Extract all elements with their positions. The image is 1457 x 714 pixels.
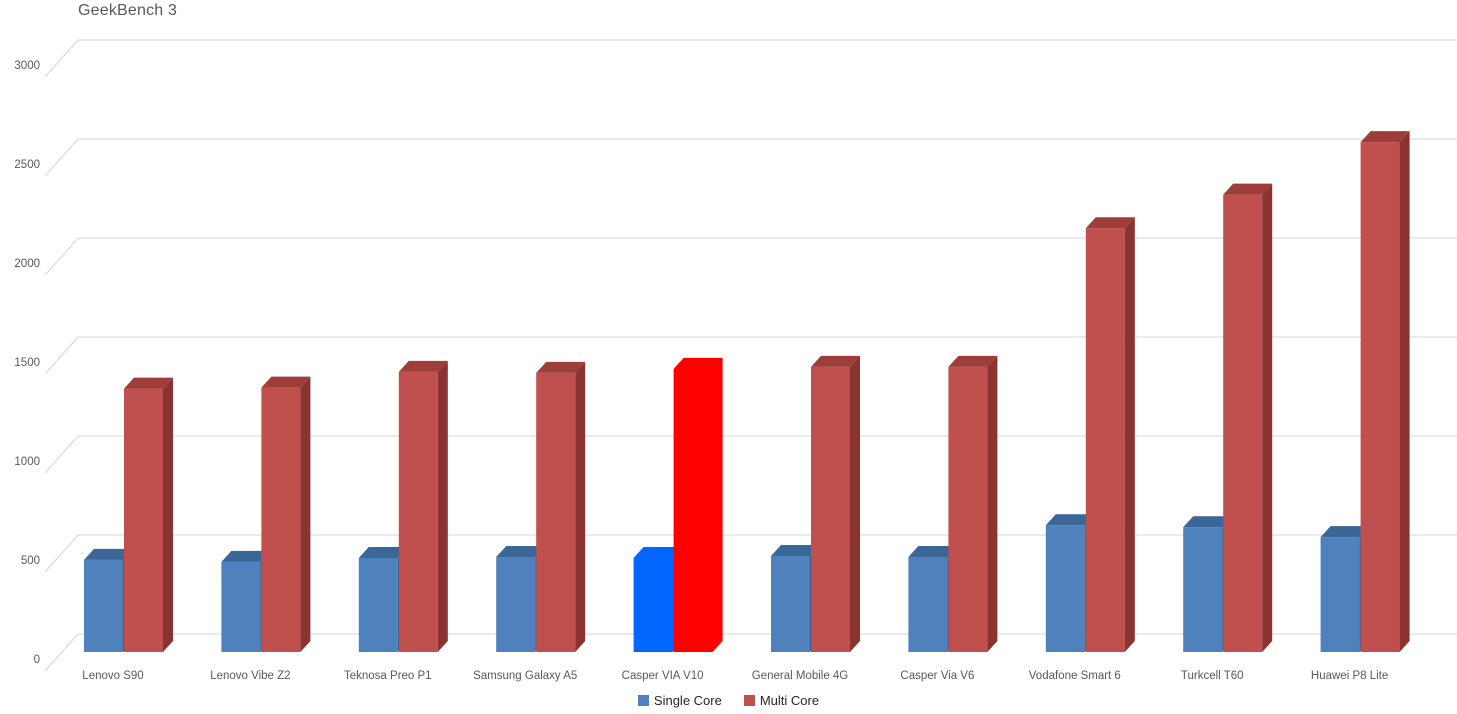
x-axis-label-huawei-p8-lite: Huawei P8 Lite (1311, 670, 1388, 682)
x-axis-label-casper-via-v10: Casper VIA V10 (622, 670, 704, 682)
x-axis-label-turkcell-t60: Turkcell T60 (1181, 670, 1244, 682)
bar-single-core-teknosa-preo-p1-top (358, 546, 408, 558)
legend-swatch-multi-core (743, 695, 755, 706)
y-axis-label-3000: 3000 (14, 60, 40, 72)
bar-single-core-vodafone-smart-6-top (1045, 514, 1095, 526)
legend-label-single-core: Single Core (653, 693, 722, 708)
bar-multi-core-casper-via-v6-front (948, 366, 988, 652)
x-axis-label-lenovo-s90: Lenovo S90 (82, 670, 143, 682)
bar-multi-core-turkcell-t60-front (1223, 194, 1263, 652)
bar-multi-core-vodafone-smart-6-side (1124, 217, 1135, 652)
bar-multi-core-lenovo-s90-front (124, 388, 163, 652)
bar-multi-core-general-mobile-4g-front (811, 366, 850, 652)
x-axis-label-samsung-galaxy-a5: Samsung Galaxy A5 (473, 670, 577, 682)
bar-single-core-turkcell-t60-top (1183, 516, 1233, 528)
legend-item-single-core: Single Core (637, 693, 722, 708)
x-axis-label-general-mobile-4g: General Mobile 4G (752, 670, 849, 682)
bar-multi-core-casper-via-v10-highlighted (673, 357, 723, 652)
bar-multi-core-samsung-galaxy-a5-top (536, 361, 586, 373)
bar-multi-core-general-mobile-4g-top (811, 355, 860, 367)
bar-multi-core-casper-via-v6-side (987, 355, 998, 652)
x-axis-label-teknosa-preo-p1: Teknosa Preo P1 (344, 670, 432, 682)
bar-single-core-lenovo-s90-front (84, 559, 123, 652)
axis-tick-connector-2500 (44, 138, 79, 177)
bar-multi-core-casper-via-v6-top (948, 355, 998, 367)
y-axis-label-1000: 1000 (14, 456, 40, 468)
bar-single-core-casper-via-v6-top (908, 545, 958, 557)
axis-tick-connector-0 (44, 633, 79, 672)
bar-single-core-vodafone-smart-6-front (1045, 525, 1085, 652)
legend-swatch-single-core (637, 695, 649, 706)
bar-multi-core-teknosa-preo-p1-front (398, 371, 438, 652)
bar-multi-core-lenovo-s90-top (124, 377, 173, 389)
bar-multi-core-lenovo-vibe-z2-side (300, 376, 311, 652)
bar-multi-core-vodafone-smart-6-front (1085, 228, 1125, 652)
axis-tick-connector-3000 (44, 39, 79, 78)
bar-multi-core-vodafone-smart-6-top (1085, 217, 1135, 229)
bar-single-core-general-mobile-4g-front (771, 555, 810, 652)
bar-single-core-huawei-p8-lite-top (1320, 526, 1370, 538)
axis-tick-connector-500 (44, 534, 79, 573)
bar-multi-core-huawei-p8-lite-top (1360, 131, 1410, 143)
bar-single-core-casper-via-v10-highlighted (633, 546, 683, 652)
bar-single-core-huawei-p8-lite-front (1320, 537, 1360, 652)
bar-multi-core-huawei-p8-lite-front (1360, 142, 1400, 652)
bar-multi-core-turkcell-t60-side (1262, 183, 1273, 652)
bar-single-core-lenovo-vibe-z2-top (221, 550, 271, 562)
y-axis-label-2000: 2000 (14, 258, 40, 270)
bar-multi-core-general-mobile-4g-side (850, 355, 860, 652)
x-axis-label-vodafone-smart-6: Vodafone Smart 6 (1029, 670, 1121, 682)
axis-tick-connector-2000 (44, 237, 79, 276)
bar-multi-core-teknosa-preo-p1-top (398, 360, 448, 372)
bar-single-core-lenovo-s90-top (84, 548, 133, 560)
bar-multi-core-lenovo-vibe-z2-front (261, 387, 301, 652)
y-axis-label-500: 500 (21, 555, 40, 567)
bar-single-core-samsung-galaxy-a5-top (496, 545, 546, 557)
legend-label-multi-core: Multi Core (759, 693, 820, 708)
bar-multi-core-turkcell-t60-top (1223, 183, 1273, 195)
bar-single-core-teknosa-preo-p1-front (358, 557, 398, 652)
chart-title: GeekBench 3 (78, 2, 178, 19)
axis-tick-connector-1000 (44, 435, 79, 474)
bar-single-core-casper-via-v6-front (908, 556, 948, 652)
y-axis-label-2500: 2500 (14, 159, 40, 171)
bar-single-core-lenovo-vibe-z2-front (221, 561, 261, 652)
bar-multi-core-teknosa-preo-p1-side (437, 360, 448, 652)
x-axis-label-casper-via-v6: Casper Via V6 (900, 670, 974, 682)
y-axis-label-0: 0 (34, 654, 40, 666)
bar-multi-core-huawei-p8-lite-side (1399, 131, 1410, 652)
bar-multi-core-lenovo-vibe-z2-top (261, 376, 311, 388)
chart-legend: Single Core Multi Core (0, 693, 1457, 708)
x-axis-label-lenovo-vibe-z2: Lenovo Vibe Z2 (210, 670, 290, 682)
bar-single-core-general-mobile-4g-top (771, 544, 820, 556)
bar-multi-core-samsung-galaxy-a5-side (575, 361, 586, 652)
bar-multi-core-lenovo-s90-side (163, 377, 173, 652)
bar-multi-core-samsung-galaxy-a5-front (536, 372, 576, 652)
axis-tick-connector-1500 (44, 336, 79, 375)
bar-single-core-turkcell-t60-front (1183, 527, 1223, 652)
legend-item-multi-core: Multi Core (743, 693, 820, 708)
bar-single-core-samsung-galaxy-a5-front (496, 556, 536, 652)
y-axis-label-1500: 1500 (14, 357, 40, 369)
